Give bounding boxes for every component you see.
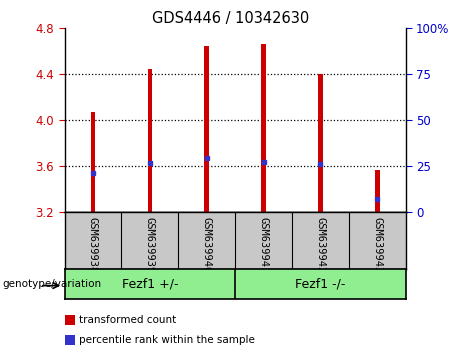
Bar [261, 44, 266, 212]
Text: genotype/variation: genotype/variation [2, 279, 101, 289]
Text: transformed count: transformed count [79, 315, 177, 325]
Text: GSM639940: GSM639940 [201, 217, 212, 273]
Bar [318, 74, 323, 212]
Text: GSM639941: GSM639941 [259, 217, 269, 273]
Text: percentile rank within the sample: percentile rank within the sample [79, 335, 255, 345]
Bar [375, 170, 379, 212]
Text: GSM639942: GSM639942 [315, 217, 325, 273]
Text: GSM639939: GSM639939 [145, 217, 155, 273]
Text: GSM639938: GSM639938 [88, 217, 98, 273]
Text: Fezf1 +/-: Fezf1 +/- [122, 278, 178, 291]
Bar [204, 46, 209, 212]
Text: GSM639943: GSM639943 [372, 217, 382, 273]
Bar [148, 69, 152, 212]
Bar [91, 112, 95, 212]
Text: GDS4446 / 10342630: GDS4446 / 10342630 [152, 11, 309, 25]
Text: Fezf1 -/-: Fezf1 -/- [295, 278, 346, 291]
